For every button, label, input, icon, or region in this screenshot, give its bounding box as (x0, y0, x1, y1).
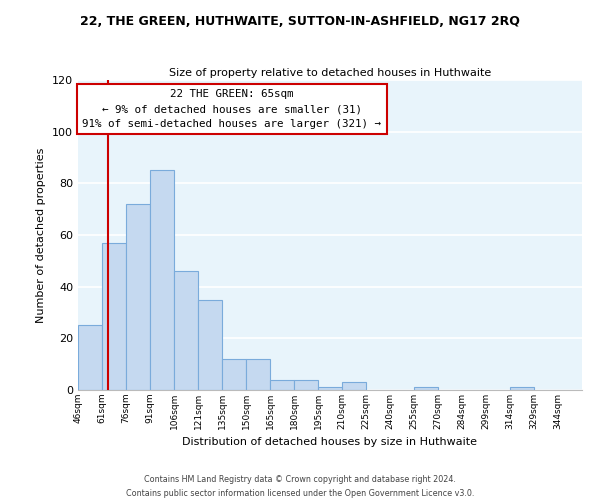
Bar (318, 388, 342, 390)
Bar (126, 204, 150, 390)
Title: Size of property relative to detached houses in Huthwaite: Size of property relative to detached ho… (169, 68, 491, 78)
X-axis label: Distribution of detached houses by size in Huthwaite: Distribution of detached houses by size … (182, 438, 478, 448)
Bar (510, 388, 534, 390)
Bar (78, 326, 102, 390)
Text: Contains HM Land Registry data © Crown copyright and database right 2024.
Contai: Contains HM Land Registry data © Crown c… (126, 476, 474, 498)
Bar (174, 271, 198, 390)
Bar (414, 388, 438, 390)
Bar (246, 359, 270, 390)
Bar (294, 380, 318, 390)
Text: 22 THE GREEN: 65sqm
← 9% of detached houses are smaller (31)
91% of semi-detache: 22 THE GREEN: 65sqm ← 9% of detached hou… (82, 90, 381, 129)
Bar (198, 300, 222, 390)
Bar (150, 170, 174, 390)
Y-axis label: Number of detached properties: Number of detached properties (37, 148, 46, 322)
Text: 22, THE GREEN, HUTHWAITE, SUTTON-IN-ASHFIELD, NG17 2RQ: 22, THE GREEN, HUTHWAITE, SUTTON-IN-ASHF… (80, 15, 520, 28)
Bar (270, 380, 294, 390)
Bar (102, 243, 126, 390)
Bar (222, 359, 246, 390)
Bar (342, 382, 366, 390)
